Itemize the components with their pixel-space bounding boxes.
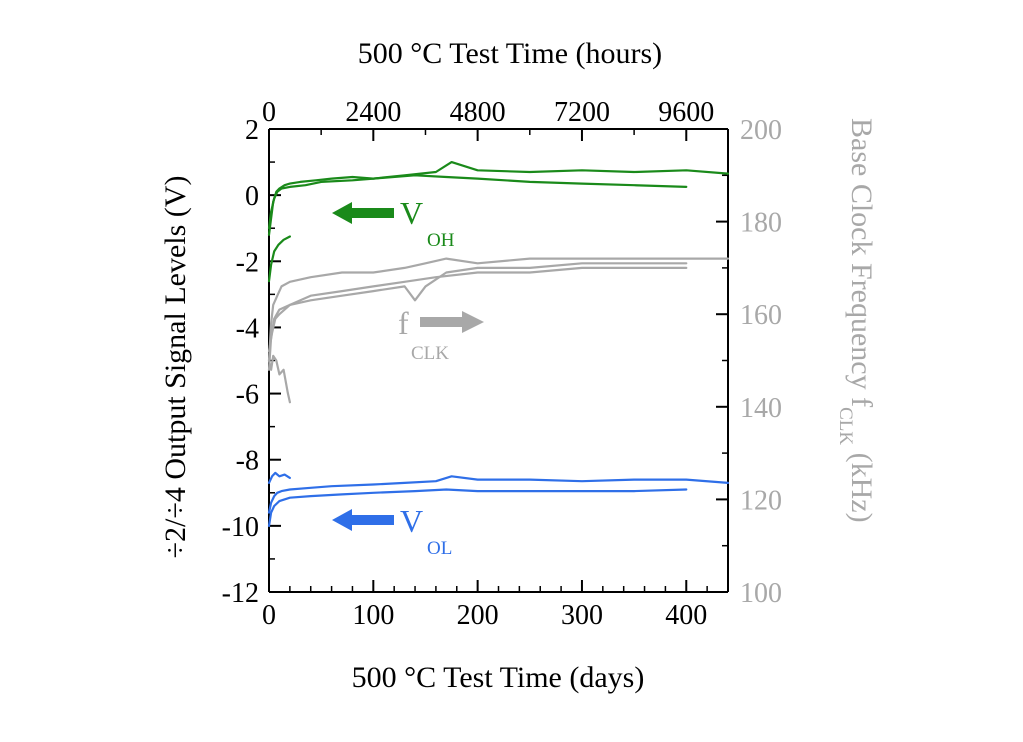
y-left-tick-label: -8 xyxy=(236,446,259,477)
y-right-tick-label: 120 xyxy=(740,485,782,516)
y-right-tick-label: 200 xyxy=(740,115,782,146)
vol-series-line xyxy=(267,471,291,484)
voh-series-line xyxy=(267,161,730,236)
fclk-series-line xyxy=(267,354,291,404)
fclk-series-line xyxy=(267,257,730,362)
vol-label: V xyxy=(400,503,423,539)
voh-label-sub: OH xyxy=(427,230,455,251)
y-left-tick-label: -10 xyxy=(222,512,259,543)
vol-series-line xyxy=(267,475,730,514)
series-lines xyxy=(267,161,730,528)
vol-label-sub: OL xyxy=(427,538,452,559)
y-right-tick-label: 100 xyxy=(740,578,782,609)
voh-arrow-icon xyxy=(332,202,394,224)
voh-annotation: V OH xyxy=(332,195,455,251)
x-hours-tick-label: 4800 xyxy=(450,97,506,128)
vol-arrow-icon xyxy=(332,509,394,531)
fclk-arrow-icon xyxy=(420,311,484,333)
y-right-tick-label: 140 xyxy=(740,393,782,424)
fclk-annotation: f CLK xyxy=(398,305,484,364)
voh-label: V xyxy=(400,195,423,231)
x-days-tick-label: 300 xyxy=(561,600,603,631)
vol-series-line xyxy=(267,488,688,528)
left-axis-title: ÷2/÷4 Output Signal Levels (V) xyxy=(159,176,192,559)
fclk-label: f xyxy=(398,305,409,341)
fclk-series-line xyxy=(267,262,688,371)
y-left-tick-label: -4 xyxy=(236,313,259,344)
x-hours-tick-label: 2400 xyxy=(345,97,401,128)
y-left-tick-label: -2 xyxy=(236,247,259,278)
x-days-tick-label: 0 xyxy=(262,600,276,631)
y-left-tick-label: 2 xyxy=(245,115,259,146)
fclk-label-sub: CLK xyxy=(411,343,449,364)
right-axis-title-main: Base Clock Frequency f xyxy=(845,118,878,407)
y-right-tick-label: 180 xyxy=(740,208,782,239)
fclk-series-line xyxy=(267,266,688,353)
bottom-axis-title: 500 °C Test Time (days) xyxy=(352,661,645,694)
right-axis-title-tail: (kHz) xyxy=(845,445,878,522)
x-hours-tick-label: 9600 xyxy=(658,97,714,128)
right-axis-title-sub: CLK xyxy=(835,407,856,445)
x-days-tick-label: 400 xyxy=(665,600,707,631)
x-hours-tick-label: 7200 xyxy=(554,97,610,128)
x-days-tick-label: 100 xyxy=(352,600,394,631)
y-left-tick-label: -12 xyxy=(222,578,259,609)
x-days-tick-label: 200 xyxy=(457,600,499,631)
vol-annotation: V OL xyxy=(332,503,452,559)
right-axis-title: Base Clock Frequency fCLK (kHz) xyxy=(835,118,878,523)
y-left-tick-label: 0 xyxy=(245,181,259,212)
y-right-tick-label: 160 xyxy=(740,300,782,331)
y-left-tick-label: -6 xyxy=(236,380,259,411)
voh-series-line xyxy=(267,174,688,230)
x-hours-tick-label: 0 xyxy=(262,97,276,128)
voh-series-line xyxy=(267,235,291,283)
top-axis-title: 500 °C Test Time (hours) xyxy=(358,37,662,70)
